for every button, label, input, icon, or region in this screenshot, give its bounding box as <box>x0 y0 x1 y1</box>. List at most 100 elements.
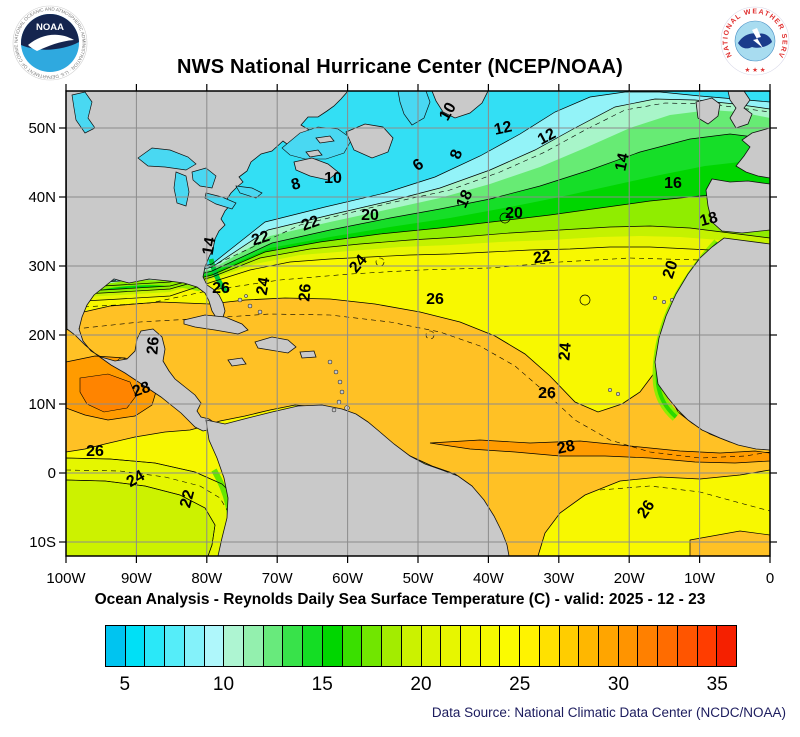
lon-tick-label: 100W <box>46 570 86 587</box>
lat-tick-label: 10N <box>28 396 56 413</box>
nova-scotia <box>293 157 339 181</box>
isotherm-label: 26 <box>296 283 314 302</box>
isotherm-label: 26 <box>86 443 104 460</box>
isotherm-label: 24 <box>254 276 274 297</box>
isotherm-label: 20 <box>505 205 523 222</box>
isotherm-label: 22 <box>299 213 322 235</box>
noaa-seagull-icon <box>28 34 74 51</box>
isotherm-label: 26 <box>538 385 556 402</box>
sst-band-29c-pacific-core <box>79 373 137 413</box>
colorbar-tick-label: 30 <box>607 674 630 695</box>
colorbar-segment <box>361 626 382 666</box>
nws-stars: ★ ★ ★ <box>744 66 765 74</box>
colorbar-segment <box>243 626 263 666</box>
lesser-antilles <box>327 359 350 413</box>
colorbar-segment <box>617 626 638 666</box>
latitude-axis: 50N 40N 30N 20N 10N 0 10S <box>28 120 56 551</box>
colorbar-tick-label: 35 <box>706 674 728 695</box>
map-subtitle: Ocean Analysis - Reynolds Daily Sea Surf… <box>94 591 706 608</box>
lon-tick-label: 90W <box>121 570 153 587</box>
colorbar-segment <box>302 626 322 666</box>
colorbar-segment <box>341 626 362 666</box>
isotherm-label: 22 <box>250 228 272 250</box>
colorbar-tick-label: 15 <box>311 674 333 695</box>
colorbar-tick-label: 25 <box>509 674 531 695</box>
nws-lightning-icon <box>752 28 763 48</box>
colorbar-tick-label: 20 <box>410 674 432 695</box>
isotherm-label: 24 <box>124 467 148 491</box>
newfoundland <box>345 123 394 159</box>
colorbar-tick-label: 10 <box>212 674 235 695</box>
colorbar-segment <box>106 626 125 666</box>
isotherm-label: 26 <box>144 336 162 355</box>
cape-verde-islands <box>607 387 621 397</box>
lat-tick-label: 50N <box>28 120 56 137</box>
labrador-quebec <box>431 91 489 119</box>
colorbar-segment <box>459 626 480 666</box>
lon-tick-label: 60W <box>332 570 364 587</box>
lon-tick-label: 10W <box>684 570 716 587</box>
isotherm-label: 28 <box>556 437 577 457</box>
colorbar-segment <box>321 626 342 666</box>
lon-tick-label: 30W <box>543 570 575 587</box>
africa <box>654 237 770 451</box>
sst-band-28c-equatorial <box>429 439 770 464</box>
lake-superior <box>137 147 197 171</box>
isotherm-label: 26 <box>426 291 444 308</box>
lake-ontario <box>235 185 263 199</box>
jamaica <box>227 357 247 367</box>
france <box>735 127 770 179</box>
colorbar-segment <box>519 626 539 666</box>
isotherm-label: 16 <box>664 175 682 192</box>
colorbar-segment <box>696 626 717 666</box>
isotherm-label: 12 <box>535 125 559 148</box>
isotherm-label: 20 <box>660 258 682 280</box>
colorbar-segment <box>558 626 579 666</box>
colorbar-segment <box>440 626 460 666</box>
colorbar-segment <box>203 626 224 666</box>
colorbar-segment <box>676 626 697 666</box>
colorbar-segment <box>164 626 184 666</box>
data-source-note: Data Source: National Climatic Data Cent… <box>431 705 786 720</box>
nws-logo: NATIONAL WEATHER SERVICE ★ ★ ★ <box>720 6 790 76</box>
great-britain <box>727 91 753 129</box>
lat-tick-label: 10S <box>29 534 56 551</box>
lat-tick-label: 20N <box>28 327 56 344</box>
isotherm-label: 8 <box>289 175 302 194</box>
colorbar-segment <box>400 626 421 666</box>
isotherm-label: 10 <box>324 170 342 187</box>
colorbar-segment <box>282 626 303 666</box>
colorbar-segment <box>144 626 165 666</box>
colorbar-segment <box>578 626 598 666</box>
isotherm-label: 14 <box>612 151 632 172</box>
lon-tick-label: 40W <box>473 570 505 587</box>
lon-tick-label: 70W <box>262 570 294 587</box>
isotherm-label: 20 <box>361 207 379 224</box>
cuba <box>183 314 249 335</box>
colorbar-segment <box>479 626 500 666</box>
prince-edward-island <box>305 149 323 158</box>
isotherm-label: 24 <box>556 342 574 361</box>
sst-warm-patch-se <box>689 530 770 556</box>
isotherm-label: 18 <box>698 209 720 230</box>
colorbar-segment <box>124 626 145 666</box>
anticosti-island <box>315 135 335 144</box>
colorbar-segment <box>637 626 658 666</box>
isotherm-label: 26 <box>212 280 230 297</box>
isotherm-label: 12 <box>493 118 514 138</box>
isotherm-label: 18 <box>453 187 476 210</box>
ireland <box>695 97 721 125</box>
isotherm-label: 14 <box>200 236 220 257</box>
colorbar-segment <box>499 626 520 666</box>
colorbar-segment <box>538 626 559 666</box>
noaa-acronym: NOAA <box>36 22 64 33</box>
axis-ticks <box>59 84 777 563</box>
bahamas <box>237 294 263 315</box>
lon-tick-label: 80W <box>191 570 223 587</box>
lat-tick-label: 30N <box>28 258 56 275</box>
lon-tick-label: 0 <box>766 570 774 587</box>
colorbar-segment <box>716 626 736 666</box>
noaa-logo: NATIONAL OCEANIC AND ATMOSPHERIC ADMINIS… <box>12 5 88 81</box>
